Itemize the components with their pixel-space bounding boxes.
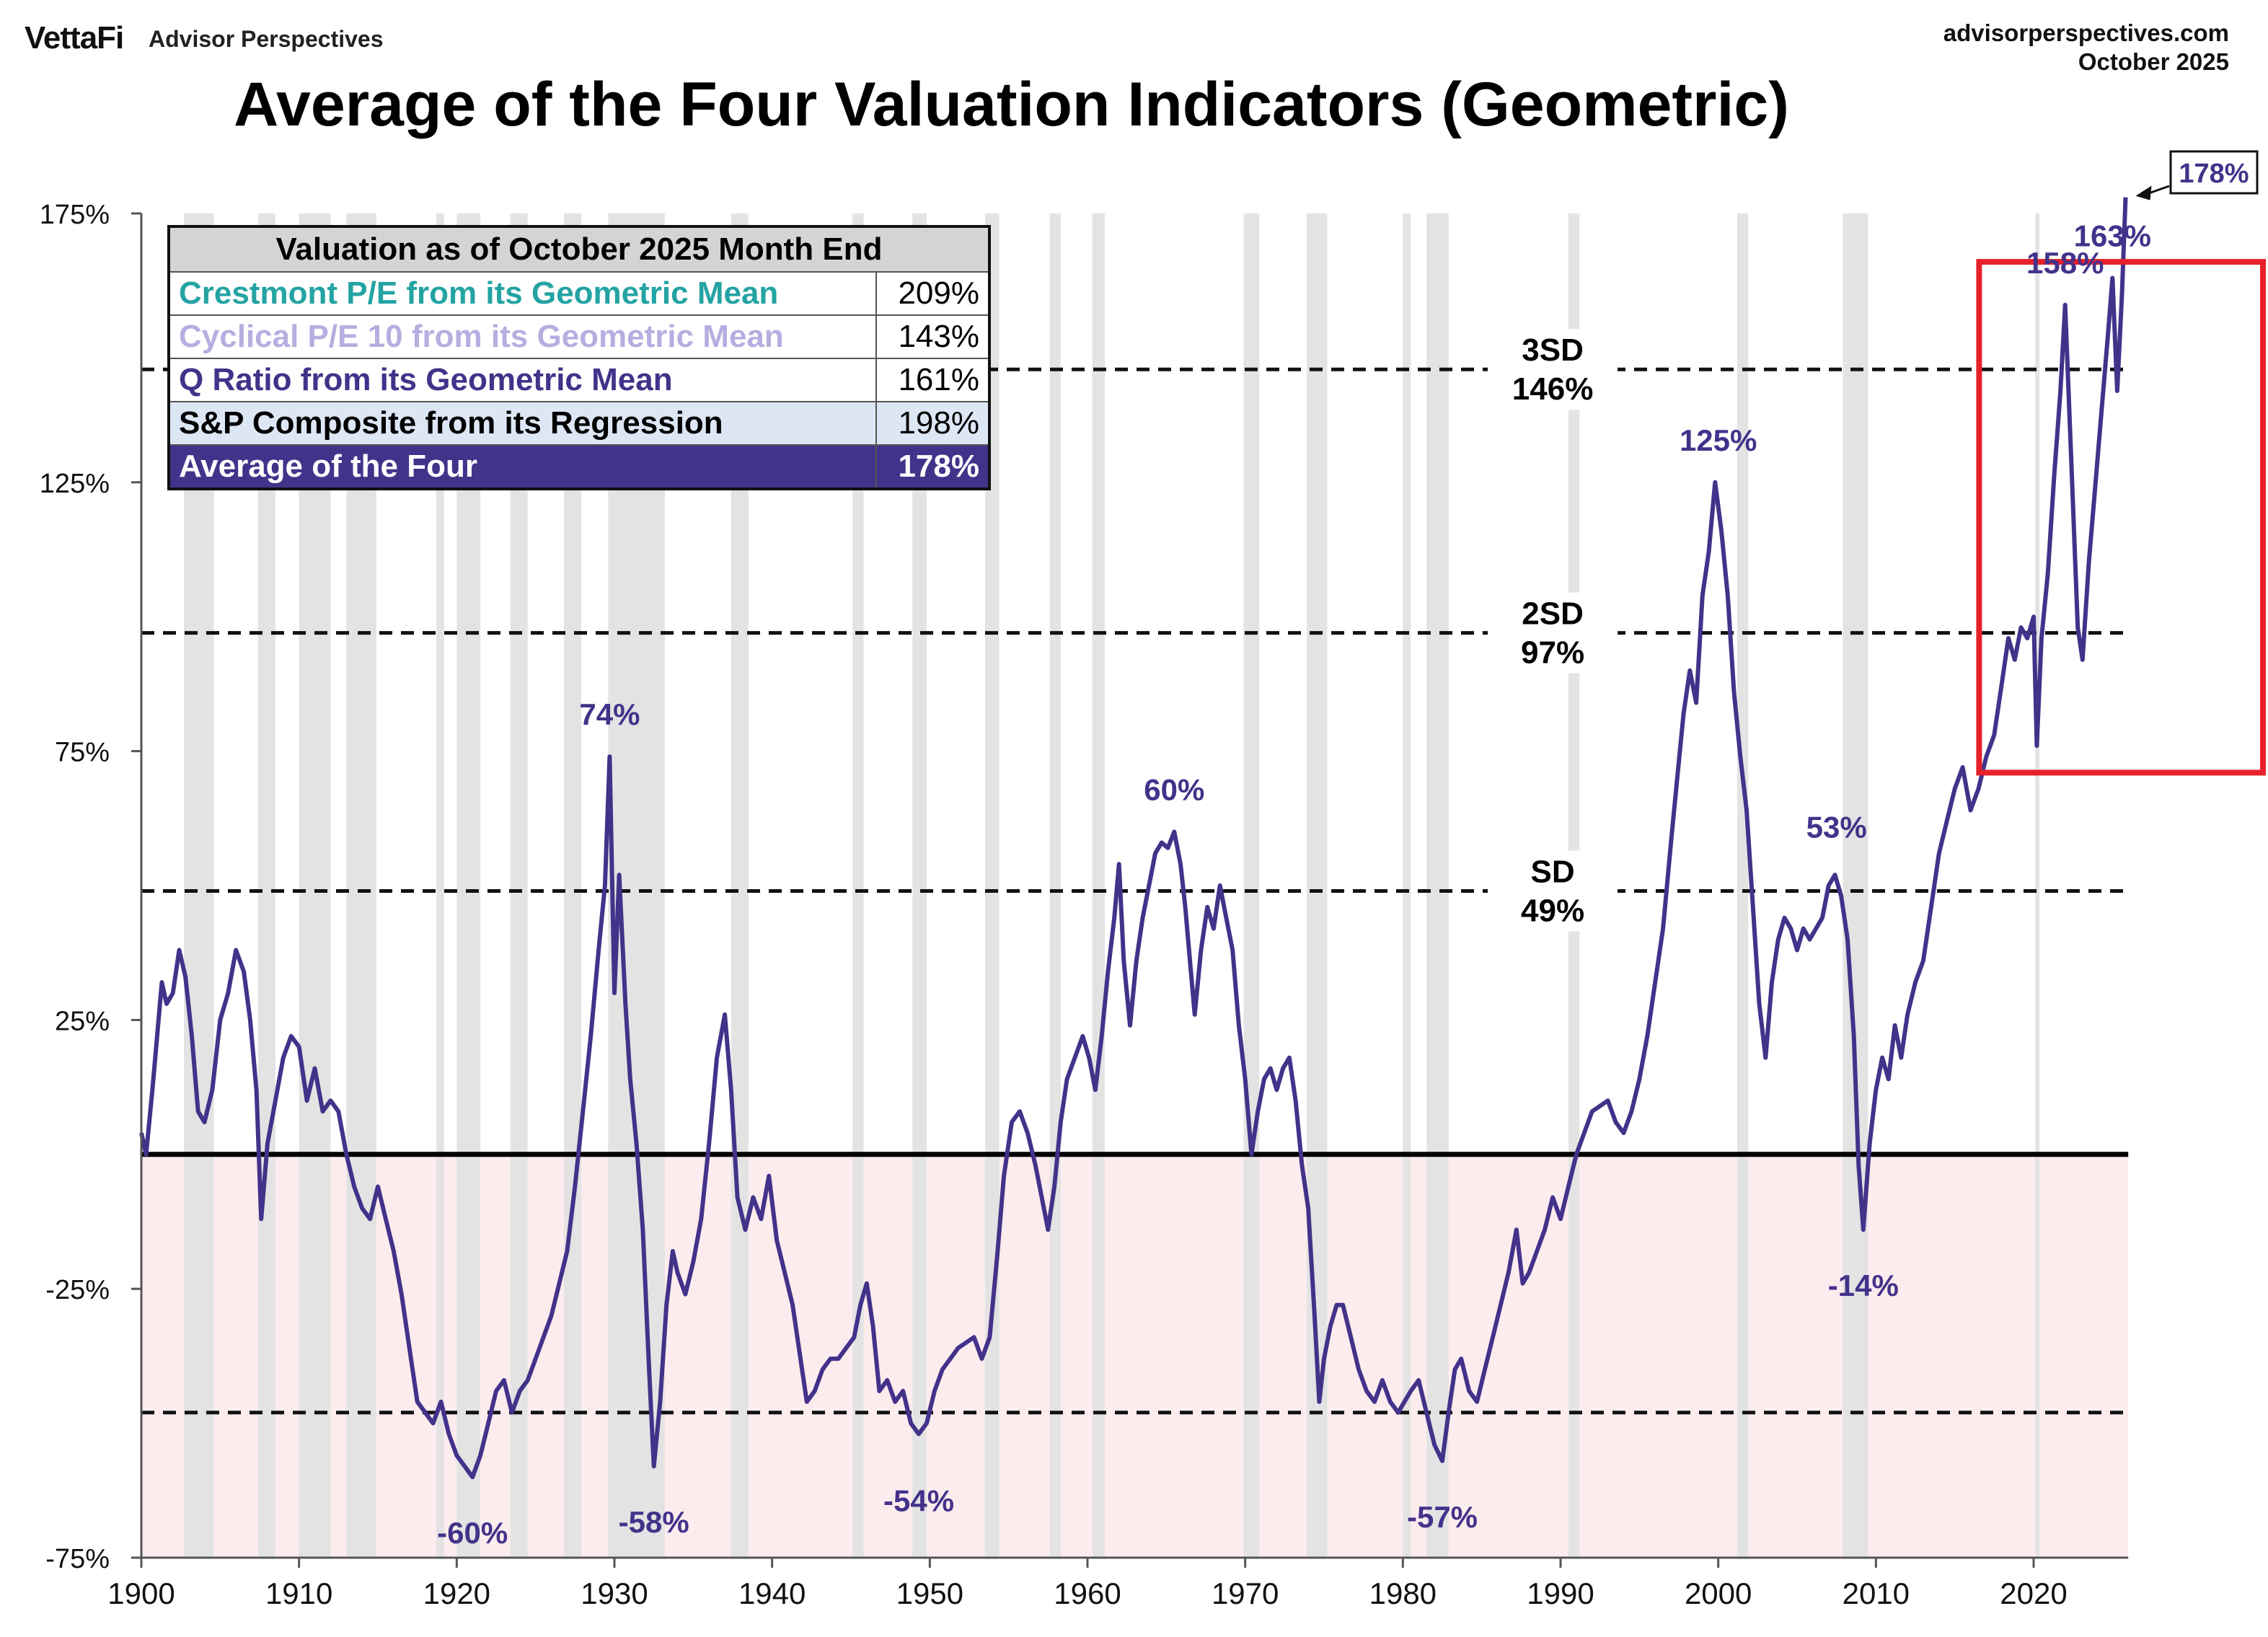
recession-band bbox=[912, 213, 927, 1558]
last-value-label: 178% bbox=[2179, 159, 2249, 189]
x-tick-label: 2010 bbox=[1843, 1576, 1910, 1610]
legend-value: 178% bbox=[875, 444, 990, 490]
recession-band bbox=[436, 213, 444, 1558]
y-tick-label: 75% bbox=[55, 738, 110, 768]
reference-label-bg bbox=[1488, 850, 1618, 932]
legend-value: 161% bbox=[875, 358, 990, 402]
legend-row-crestmont: Crestmont P/E from its Geometric Mean 20… bbox=[168, 271, 990, 316]
peak-annotation: -14% bbox=[1828, 1268, 1899, 1302]
peak-annotation: 158% bbox=[2026, 246, 2104, 280]
recession-band bbox=[1843, 213, 1868, 1558]
brand-subtitle: Advisor Perspectives bbox=[149, 26, 384, 52]
site-url[interactable]: advisorperspectives.com bbox=[1943, 19, 2229, 46]
x-tick-label: 1940 bbox=[738, 1576, 806, 1610]
x-tick-label: 2020 bbox=[2000, 1576, 2067, 1610]
y-tick-label: 175% bbox=[40, 200, 110, 230]
x-tick-label: 1930 bbox=[581, 1576, 648, 1610]
x-tick-label: 1900 bbox=[107, 1576, 175, 1610]
y-tick-label: -25% bbox=[45, 1275, 110, 1305]
peak-annotation: -54% bbox=[883, 1483, 954, 1517]
recession-band bbox=[1426, 213, 1449, 1558]
chart-title-text: Average of the Four Valuation Indicators… bbox=[234, 70, 1789, 139]
x-tick-label: 1910 bbox=[265, 1576, 332, 1610]
highlight-box bbox=[1976, 259, 2266, 776]
report-date: October 2025 bbox=[2078, 48, 2229, 75]
legend-value: 143% bbox=[875, 314, 990, 359]
peak-annotation: -60% bbox=[437, 1516, 508, 1550]
recession-band bbox=[2035, 213, 2040, 1558]
annotation-layer: 74% -60% -58% -54% 60% -57% 125% 53% -14% 158%163… bbox=[437, 150, 2259, 1550]
peak-annotation: 163% bbox=[2074, 219, 2151, 252]
peak-annotation: 53% bbox=[1806, 811, 1867, 844]
recession-band bbox=[984, 213, 1000, 1558]
x-tick-label: 2000 bbox=[1685, 1576, 1752, 1610]
legend-label: S&P Composite from its Regression bbox=[168, 401, 877, 446]
legend-label: Cyclical P/E 10 from its Geometric Mean bbox=[168, 314, 877, 359]
reference-line-label: 2SD bbox=[1522, 596, 1584, 632]
peak-annotation: 74% bbox=[579, 697, 640, 731]
legend-value: 198% bbox=[875, 401, 990, 446]
peak-annotation: -57% bbox=[1407, 1500, 1478, 1534]
x-tick-label: 1970 bbox=[1212, 1576, 1279, 1610]
legend-header-row: Valuation as of October 2025 Month End bbox=[168, 226, 990, 273]
legend-value: 209% bbox=[875, 271, 990, 316]
legend-label: Q Ratio from its Geometric Mean bbox=[168, 358, 877, 402]
site-info: advisorperspectives.com October 2025 bbox=[1943, 19, 2229, 76]
legend-row-cyclical-pe: Cyclical P/E 10 from its Geometric Mean … bbox=[168, 314, 990, 359]
y-tick-label: 25% bbox=[55, 1006, 110, 1036]
x-tick-label: 1950 bbox=[896, 1576, 963, 1610]
recession-band bbox=[1092, 213, 1106, 1558]
valuation-legend-table: Valuation as of October 2025 Month End C… bbox=[167, 225, 991, 490]
legend-header: Valuation as of October 2025 Month End bbox=[168, 226, 990, 273]
recession-band bbox=[852, 213, 864, 1558]
reference-line-label: 3SD bbox=[1522, 332, 1584, 368]
x-tick-label: 1960 bbox=[1054, 1576, 1121, 1610]
brand-logo: VettaFi bbox=[25, 20, 124, 56]
y-tick-label: 125% bbox=[40, 469, 110, 499]
legend-row-average: Average of the Four 178% bbox=[168, 444, 990, 490]
reference-line-value: 49% bbox=[1521, 893, 1584, 928]
x-tick-label: 1980 bbox=[1369, 1576, 1437, 1610]
x-tick-label: 1920 bbox=[423, 1576, 490, 1610]
recession-band bbox=[1737, 213, 1749, 1558]
reference-label-bg bbox=[1488, 329, 1618, 410]
chart-background-layer bbox=[141, 213, 2129, 1558]
peak-annotation: 60% bbox=[1144, 772, 1204, 806]
legend-label: Average of the Four bbox=[168, 444, 877, 490]
recession-band bbox=[1403, 213, 1411, 1558]
recession-band bbox=[1243, 213, 1260, 1558]
x-tick-label: 1990 bbox=[1527, 1576, 1594, 1610]
legend-label: Crestmont P/E from its Geometric Mean bbox=[168, 271, 877, 316]
reference-line-label: SD bbox=[1531, 854, 1575, 889]
reference-line-value: 146% bbox=[1512, 371, 1594, 407]
peak-annotation: -58% bbox=[619, 1505, 689, 1539]
peak-annotation: 125% bbox=[1680, 423, 1757, 457]
legend-row-q-ratio: Q Ratio from its Geometric Mean 161% bbox=[168, 358, 990, 402]
recession-band bbox=[1049, 213, 1061, 1558]
axis-layer: 175% 125% 75% 25% -25% -75%1900 1910 1920 1930 19… bbox=[40, 200, 2129, 1610]
reference-label-bg bbox=[1488, 592, 1618, 674]
chart-title: Average of the Four Valuation Indicators… bbox=[0, 69, 2268, 141]
series-layer bbox=[139, 197, 2266, 1480]
last-value-arrowhead bbox=[2135, 185, 2152, 200]
legend-row-sp-composite: S&P Composite from its Regression 198% bbox=[168, 401, 990, 446]
reference-line-value: 97% bbox=[1521, 635, 1584, 671]
series-line bbox=[139, 197, 2128, 1480]
last-value-box bbox=[2169, 150, 2259, 195]
y-tick-label: -75% bbox=[45, 1544, 110, 1574]
